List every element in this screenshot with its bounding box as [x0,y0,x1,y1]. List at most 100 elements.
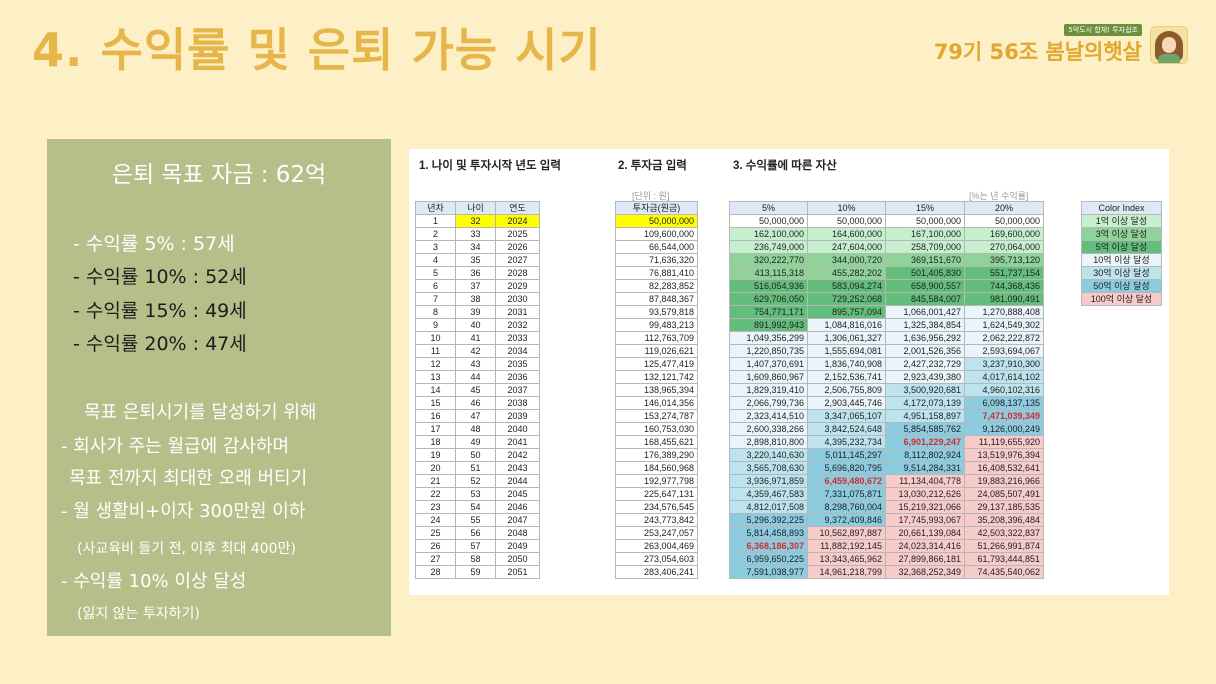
asset-cell: 5,011,145,297 [807,448,886,462]
asset-cell: 4,017,614,102 [964,370,1044,384]
period-cell: 18 [415,435,456,449]
asset-cell: 6,368,186,307 [729,539,808,553]
period-cell: 20 [415,461,456,475]
asset-cell: 50,000,000 [964,214,1044,228]
asset-cell: 2,001,526,356 [885,344,965,358]
unit-won-label: [단위 : 원] [632,191,670,201]
period-cell: 11 [415,344,456,358]
asset-cell: 1,836,740,908 [807,357,886,371]
asset-cell: 6,901,229,247 [885,435,965,449]
asset-cell: 17,745,993,067 [885,513,965,527]
asset-cell: 8,298,760,004 [807,500,886,514]
year-cell[interactable]: 2024 [495,214,540,228]
asset-cell: 11,882,192,145 [807,539,886,553]
period-cell: 9 [415,318,456,332]
asset-cell: 1,407,370,691 [729,357,808,371]
year-cell: 2042 [495,448,540,462]
color-index-label: 1억 이상 달성 [1081,214,1162,228]
table-row: 234,576,545 [615,500,698,514]
table-row: 22 53 2045 [415,487,540,501]
investment-cell: 273,054,603 [615,552,698,566]
table-row: 3 34 2026 [415,240,540,254]
age-cell: 48 [455,422,496,436]
period-cell: 26 [415,539,456,553]
year-cell: 2030 [495,292,540,306]
period-cell: 23 [415,500,456,514]
table-row: 8 39 2031 [415,305,540,319]
table-row: 4 35 2027 [415,253,540,267]
asset-cell: 51,266,991,874 [964,539,1044,553]
table-row: 2,600,338,266 3,842,524,648 5,854,585,762 9… [729,422,1044,436]
investment-cell: 125,477,419 [615,357,698,371]
period-cell: 7 [415,292,456,306]
color-index-header: Color Index [1081,201,1162,215]
asset-cell: 16,408,532,641 [964,461,1044,475]
asset-cell: 344,000,720 [807,253,886,267]
table-row: 50,000,000 50,000,000 50,000,000 50,000,000 [729,214,1044,228]
asset-cell: 583,094,274 [807,279,886,293]
asset-cell: 19,883,216,966 [964,474,1044,488]
table-row: 5,296,392,225 9,372,409,846 17,745,993,067… [729,513,1044,527]
table-row: 283,406,241 [615,565,698,579]
asset-cell: 24,085,507,491 [964,487,1044,501]
table-row: 629,706,050 729,252,068 845,584,007 981,090… [729,292,1044,306]
period-cell: 16 [415,409,456,423]
asset-cell: 50,000,000 [807,214,886,228]
period-cell: 27 [415,552,456,566]
asset-cell: 658,900,557 [885,279,965,293]
period-cell: 14 [415,383,456,397]
table-row: 6,368,186,307 11,882,192,145 24,023,314,41… [729,539,1044,553]
table-row: 6,959,650,225 13,343,465,962 27,899,866,18… [729,552,1044,566]
table-row: 87,848,367 [615,292,698,306]
col-header-rate-20: 20% [964,201,1044,215]
table-row: 20 51 2043 [415,461,540,475]
table-row: 754,771,171 895,757,094 1,066,001,427 1,270… [729,305,1044,319]
table-row: 26 57 2049 [415,539,540,553]
year-cell: 2045 [495,487,540,501]
brand-logo: 5억도시 합체! 투자쉽조 79기 56조 봄날의햇살 [934,24,1188,66]
table-row: 21 52 2044 [415,474,540,488]
asset-cell: 3,220,140,630 [729,448,808,462]
color-index-row: 50억 이상 달성 [1081,279,1162,293]
table-row: 263,004,469 [615,539,698,553]
asset-cell: 2,062,222,872 [964,331,1044,345]
asset-cell: 4,960,102,316 [964,383,1044,397]
asset-cell: 2,600,338,266 [729,422,808,436]
table-row: 176,389,290 [615,448,698,462]
col-header-period: 년차 [415,201,456,215]
age-cell[interactable]: 32 [455,214,496,228]
asset-cell: 42,503,322,837 [964,526,1044,540]
table-row: 3,936,971,859 6,459,480,672 11,134,404,778… [729,474,1044,488]
asset-cell: 3,500,920,681 [885,383,965,397]
age-cell: 59 [455,565,496,579]
investment-cell: 76,881,410 [615,266,698,280]
period-cell: 28 [415,565,456,579]
investment-cell: 263,004,469 [615,539,698,553]
asset-cell: 4,359,467,583 [729,487,808,501]
table-row: 1,049,356,299 1,306,061,327 1,636,956,292 2… [729,331,1044,345]
period-cell: 17 [415,422,456,436]
investment-cell[interactable]: 50,000,000 [615,214,698,228]
investment-table: 투자금(원금) 50,000,000 109,600,000 66,544,000 7… [615,201,698,579]
year-cell: 2047 [495,513,540,527]
period-cell: 24 [415,513,456,527]
table-row: 153,274,787 [615,409,698,423]
table-row: 82,283,852 [615,279,698,293]
table-row: 138,965,394 [615,383,698,397]
asset-cell: 50,000,000 [885,214,965,228]
investment-cell: 184,560,968 [615,461,698,475]
age-cell: 47 [455,409,496,423]
year-cell: 2044 [495,474,540,488]
investment-cell: 160,753,030 [615,422,698,436]
year-cell: 2036 [495,370,540,384]
year-cell: 2026 [495,240,540,254]
asset-cell: 11,119,655,920 [964,435,1044,449]
year-cell: 2033 [495,331,540,345]
table-row: 184,560,968 [615,461,698,475]
brand-tagline: 5억도시 합체! 투자쉽조 [1064,24,1142,36]
table-row: 192,977,798 [615,474,698,488]
period-cell: 1 [415,214,456,228]
table-row: 7,591,038,977 14,961,218,799 32,368,252,34… [729,565,1044,579]
asset-cell: 13,030,212,626 [885,487,965,501]
investment-cell: 225,647,131 [615,487,698,501]
